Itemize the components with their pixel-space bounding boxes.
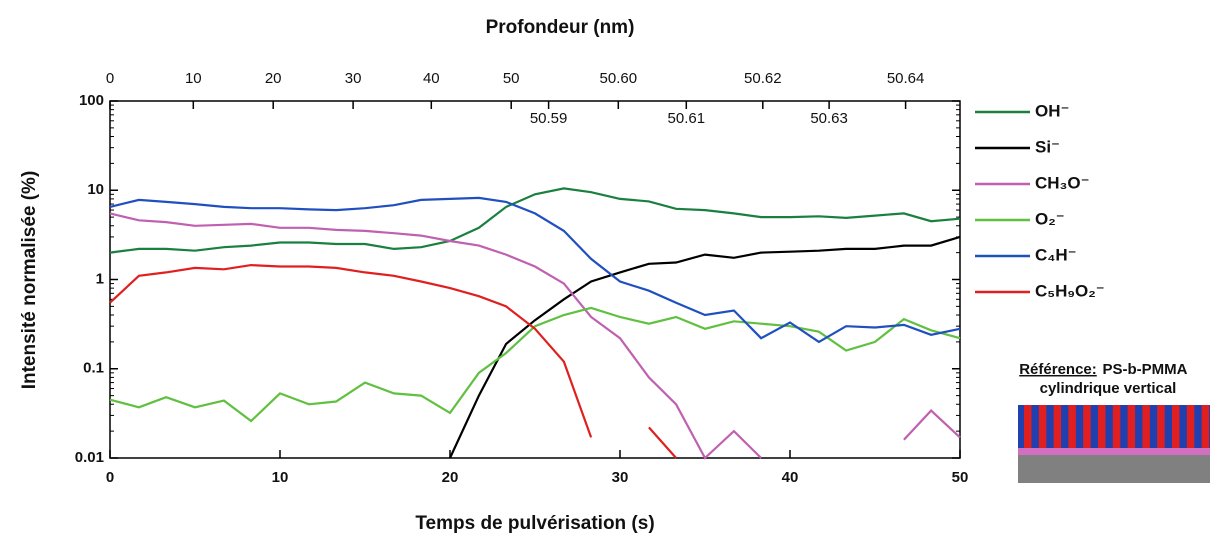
legend-label: Si⁻: [1035, 137, 1060, 156]
y-axis-title: Intensité normalisée (%): [19, 171, 40, 390]
interface-layer: [1018, 448, 1210, 455]
series-line: [109, 306, 961, 423]
cylinder: [1201, 405, 1210, 448]
x2-tick-label: 0: [106, 70, 114, 87]
y-tick-label: 10: [87, 181, 104, 198]
series-line: [449, 235, 961, 459]
reference-line2: cylindrique vertical: [1040, 380, 1177, 397]
series-line: [109, 187, 961, 254]
cylinder: [1157, 405, 1165, 448]
x-tick-label: 50: [952, 469, 969, 486]
reference-title: Référence:: [1019, 361, 1097, 378]
reference-material: PS-b-PMMA: [1103, 361, 1188, 378]
plot-frame: [109, 100, 961, 459]
cylinder: [1098, 405, 1106, 448]
x2-tick-label: 50.63: [810, 110, 848, 127]
series-line: [109, 212, 961, 460]
x2-tick-label: 40: [423, 70, 440, 87]
x-tick-label: 10: [272, 469, 289, 486]
x2-tick-label: 50.61: [668, 110, 706, 127]
x-axis-title: Temps de pulvérisation (s): [415, 513, 654, 534]
series-line: [109, 196, 961, 344]
cylinder: [1083, 405, 1091, 448]
legend-label: OH⁻: [1035, 101, 1069, 120]
substrate: [1018, 455, 1210, 483]
y-tick-label: 0.1: [83, 360, 104, 377]
cylinder: [1186, 405, 1195, 448]
series-line: [109, 263, 677, 459]
cylinder: [1053, 405, 1062, 448]
cylinder: [1068, 405, 1076, 448]
legend-label: CH₃O⁻: [1035, 173, 1090, 192]
legend-label: O₂⁻: [1035, 209, 1065, 228]
legend-label: C₄H⁻: [1035, 245, 1077, 264]
x2-tick-label: 50.59: [530, 110, 568, 127]
x-tick-label: 40: [782, 469, 799, 486]
x2-axis-title: Profondeur (nm): [486, 17, 635, 38]
cylinder: [1127, 405, 1136, 448]
x2-tick-label: 20: [265, 70, 282, 87]
cylinder: [1038, 405, 1047, 448]
y-tick-label: 1: [96, 270, 104, 287]
cylinder: [1142, 405, 1150, 448]
cylinder: [1112, 405, 1121, 448]
reference-schematic: Référence: PS-b-PMMA cylindrique vertica…: [1018, 361, 1210, 483]
legend-label: C₅H₉O₂⁻: [1035, 281, 1105, 300]
x2-tick-label: 10: [185, 70, 202, 87]
y-tick-label: 100: [79, 92, 104, 109]
x-tick-label: 30: [612, 469, 629, 486]
x2-tick-label: 50: [503, 70, 520, 87]
cylinder: [1024, 405, 1032, 448]
cylinder: [1172, 405, 1180, 448]
y-tick-label: 0.01: [75, 449, 104, 466]
x2-tick-label: 50.60: [600, 70, 638, 87]
x2-tick-label: 30: [345, 70, 362, 87]
cylinders: [1024, 405, 1210, 448]
x-tick-label: 0: [106, 469, 114, 486]
x2-tick-label: 50.62: [744, 70, 782, 87]
x2-tick-label: 50.64: [887, 70, 925, 87]
x-tick-label: 20: [442, 469, 459, 486]
